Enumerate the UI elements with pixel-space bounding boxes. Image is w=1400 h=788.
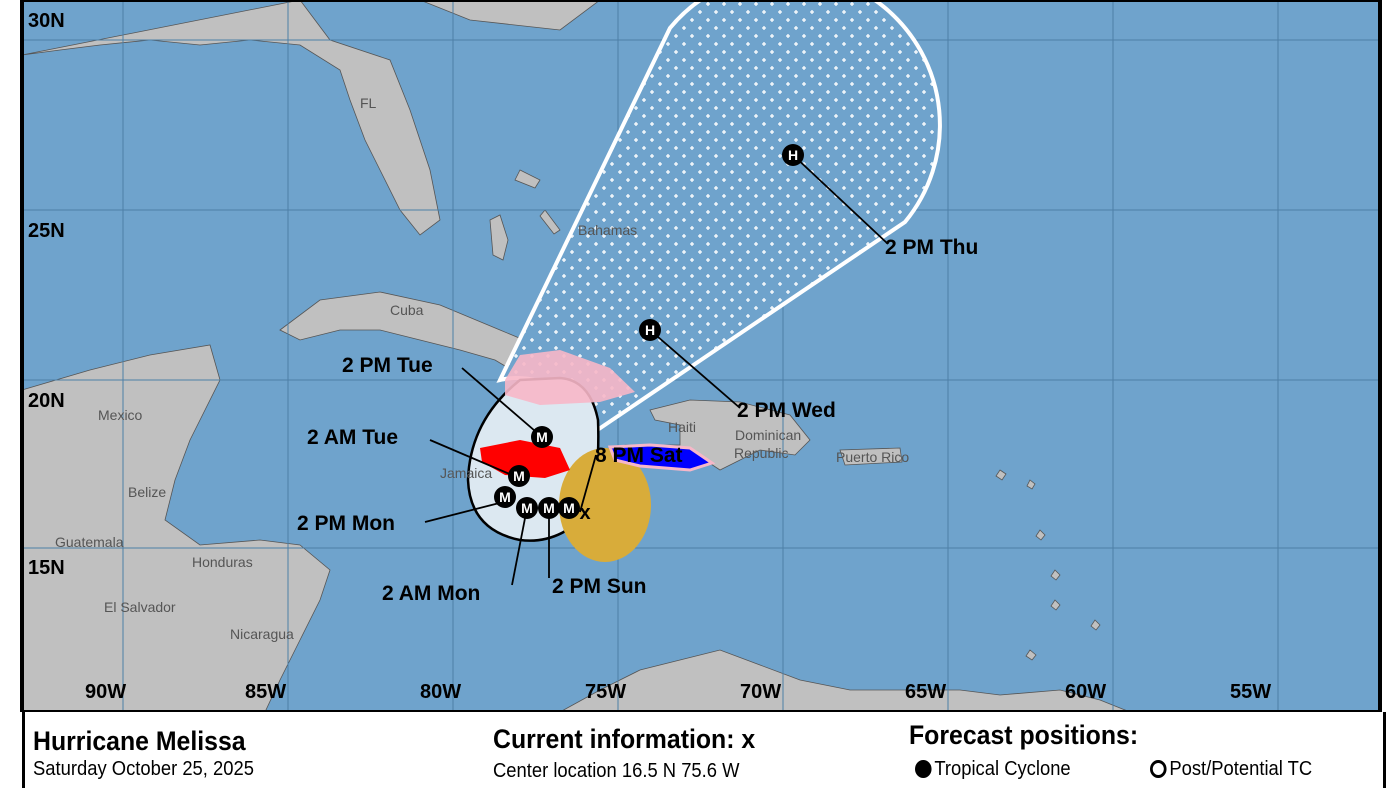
svg-text:60W: 60W <box>1065 681 1106 703</box>
svg-text:Nicaragua: Nicaragua <box>230 626 294 642</box>
svg-text:Honduras: Honduras <box>192 554 253 570</box>
svg-text:M: M <box>563 500 575 516</box>
label-2pm-thu: 2 PM Thu <box>885 236 978 259</box>
track-points: M M M M M M H H x <box>494 144 804 524</box>
svg-text:Cuba: Cuba <box>390 302 424 318</box>
track-point-m[interactable]: M <box>494 486 516 508</box>
svg-text:M: M <box>513 468 525 484</box>
svg-text:30N: 30N <box>28 10 65 32</box>
hurricane-warning-jamaica <box>480 440 570 478</box>
tropical-storm-warning-haiti <box>607 443 716 472</box>
svg-text:Mexico: Mexico <box>98 407 143 423</box>
svg-text:70W: 70W <box>740 681 781 703</box>
forecast-labels: 8 PM Sat 2 PM Sun 2 AM Mon 2 PM Mon 2 AM… <box>297 236 978 605</box>
svg-text:Puerto Rico: Puerto Rico <box>836 449 909 465</box>
grid-labels: 90W 85W 80W 75W 70W 65W 60W 55W 30N 25N … <box>28 10 1271 703</box>
svg-text:H: H <box>645 322 655 338</box>
map-frame <box>20 0 1382 712</box>
svg-text:Bahamas: Bahamas <box>578 222 637 238</box>
forecast-cone-map: M M M M M M H H x 8 PM Sat 2 PM Sun 2 AM… <box>20 0 1382 712</box>
place-labels: FL Bahamas Cuba Mexico Belize Guatemala … <box>55 95 909 642</box>
svg-text:M: M <box>536 429 548 445</box>
svg-text:FL: FL <box>360 95 377 111</box>
svg-text:55W: 55W <box>1230 681 1271 703</box>
current-info-heading: Current information: x <box>493 724 755 755</box>
legend-tropical-cyclone: Tropical Cyclone <box>915 758 1071 781</box>
track-point-h[interactable]: H <box>639 319 661 341</box>
current-position-x-icon: x <box>579 502 590 524</box>
track-point-m[interactable]: M <box>531 426 553 448</box>
svg-text:M: M <box>499 489 511 505</box>
svg-text:80W: 80W <box>420 681 461 703</box>
label-8pm-sat: 8 PM Sat <box>595 444 683 467</box>
svg-text:65W: 65W <box>905 681 946 703</box>
track-point-m[interactable]: M <box>558 497 580 519</box>
label-2pm-wed: 2 PM Wed <box>737 399 836 422</box>
svg-text:M: M <box>543 500 555 516</box>
label-2pm-tue: 2 PM Tue <box>342 354 433 377</box>
svg-text:Dominican: Dominican <box>735 427 801 443</box>
svg-text:15N: 15N <box>28 557 65 579</box>
storm-name: Hurricane Melissa <box>33 726 246 756</box>
filled-circle-icon <box>915 760 932 778</box>
svg-text:M: M <box>521 500 533 516</box>
svg-text:El Salvador: El Salvador <box>104 599 176 615</box>
open-circle-icon <box>1150 760 1167 778</box>
track-point-h[interactable]: H <box>782 144 804 166</box>
track-point-m[interactable]: M <box>508 465 530 487</box>
current-info-label: Current information: <box>493 724 735 754</box>
label-2pm-mon: 2 PM Mon <box>297 512 395 535</box>
legend-post-potential-label: Post/Potential TC <box>1169 758 1313 780</box>
svg-text:Jamaica: Jamaica <box>440 465 492 481</box>
center-location: Center location 16.5 N 75.6 W <box>493 760 740 782</box>
track-point-m[interactable]: M <box>516 497 538 519</box>
leader-lines <box>424 154 889 586</box>
track-point-m[interactable]: M <box>538 497 560 519</box>
svg-text:Belize: Belize <box>128 484 166 500</box>
svg-text:Haiti: Haiti <box>668 419 696 435</box>
svg-text:Republic: Republic <box>734 445 788 461</box>
svg-text:75W: 75W <box>585 681 626 703</box>
forecast-positions-heading: Forecast positions: <box>909 720 1139 750</box>
svg-text:H: H <box>788 147 798 163</box>
svg-text:Guatemala: Guatemala <box>55 534 124 550</box>
storm-date: Saturday October 25, 2025 <box>33 758 254 780</box>
svg-text:90W: 90W <box>85 681 126 703</box>
label-2pm-sun: 2 PM Sun <box>552 575 647 598</box>
label-2am-tue: 2 AM Tue <box>307 426 398 449</box>
legend-tropical-cyclone-label: Tropical Cyclone <box>934 758 1071 780</box>
hurricane-watch-cuba <box>505 350 635 405</box>
label-2am-mon: 2 AM Mon <box>382 582 480 605</box>
legend-panel: Hurricane Melissa Saturday October 25, 2… <box>22 712 1386 788</box>
svg-text:25N: 25N <box>28 220 65 242</box>
tropical-storm-watch-area <box>559 448 651 562</box>
svg-text:85W: 85W <box>245 681 286 703</box>
x-icon: x <box>741 724 756 754</box>
legend-post-potential: Post/Potential TC <box>1150 758 1312 781</box>
svg-text:20N: 20N <box>28 390 65 412</box>
